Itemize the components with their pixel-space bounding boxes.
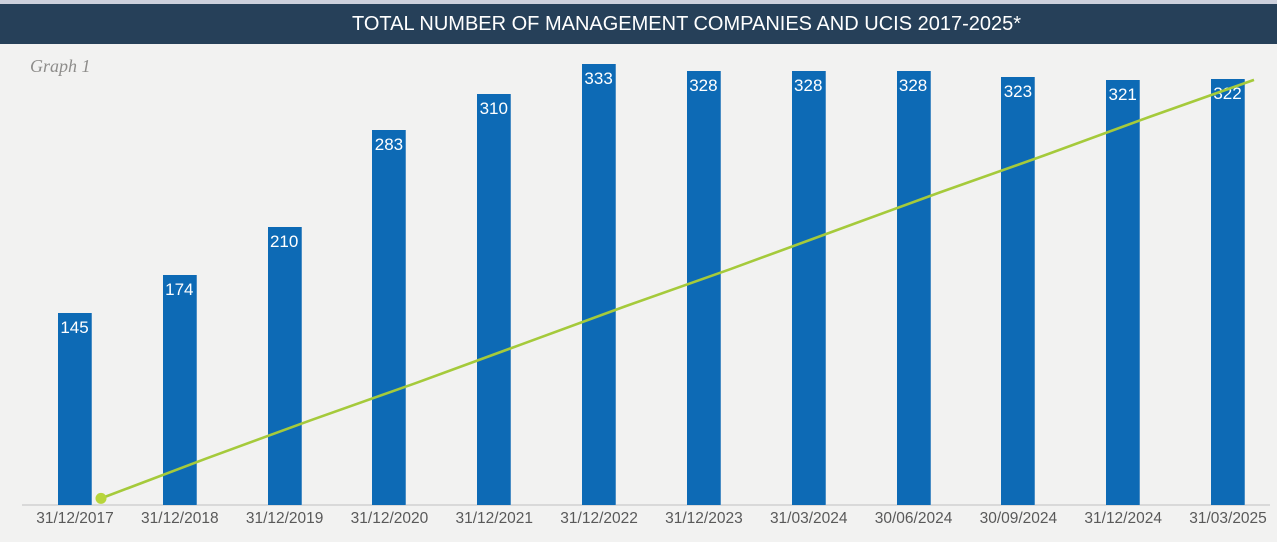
bar: 328: [896, 70, 931, 505]
x-tick-label: 31/12/2023: [665, 510, 743, 527]
bar: 310: [477, 94, 512, 505]
graph-number-label: Graph 1: [30, 56, 91, 76]
x-tick-label: 30/09/2024: [979, 510, 1058, 527]
x-tick-label: 31/12/2018: [141, 510, 219, 527]
bar-value-label: 145: [60, 317, 89, 337]
bar: 328: [791, 70, 826, 505]
chart-title-bar: TOTAL NUMBER OF MANAGEMENT COMPANIES AND…: [0, 4, 1277, 44]
bar-value-label: 333: [584, 69, 613, 89]
x-axis-line: [22, 504, 1270, 506]
bar-value-label: 328: [689, 75, 718, 95]
bar: 328: [686, 70, 721, 505]
bar-value-label: 328: [898, 75, 928, 95]
bar-value-label: 323: [1003, 82, 1033, 102]
x-tick-label: 31/03/2025: [1189, 510, 1267, 527]
bar-value-label: 321: [1108, 84, 1137, 104]
bar: 145: [58, 312, 92, 505]
trend-line-start-marker: [95, 492, 107, 504]
bar: 210: [267, 226, 302, 505]
bar-value-label: 174: [165, 279, 194, 299]
bar: 321: [1106, 79, 1141, 505]
x-tick-label: 31/12/2020: [350, 510, 429, 527]
x-tick-label: 30/06/2024: [874, 510, 953, 527]
x-tick-label: 31/12/2019: [245, 510, 324, 527]
x-tick-label: 31/12/2024: [1084, 510, 1162, 527]
x-tick-label: 31/12/2021: [455, 510, 534, 527]
bar: 174: [162, 274, 197, 505]
x-tick-label: 31/12/2017: [36, 510, 114, 527]
bar-value-label: 310: [479, 99, 508, 119]
bar-value-label: 322: [1213, 83, 1242, 103]
bar: 283: [372, 130, 407, 505]
bar-value-label: 283: [374, 135, 404, 155]
bar: 333: [582, 64, 617, 505]
bar-value-label: 328: [794, 75, 823, 95]
bar: 322: [1211, 78, 1246, 505]
chart-title: TOTAL NUMBER OF MANAGEMENT COMPANIES AND…: [351, 13, 1022, 35]
x-tick-label: 31/03/2024: [769, 510, 848, 527]
top-edge-strip: [0, 0, 1277, 4]
bar-value-label: 210: [269, 231, 299, 251]
bar: 323: [1001, 77, 1036, 505]
x-tick-label: 31/12/2022: [560, 510, 638, 527]
